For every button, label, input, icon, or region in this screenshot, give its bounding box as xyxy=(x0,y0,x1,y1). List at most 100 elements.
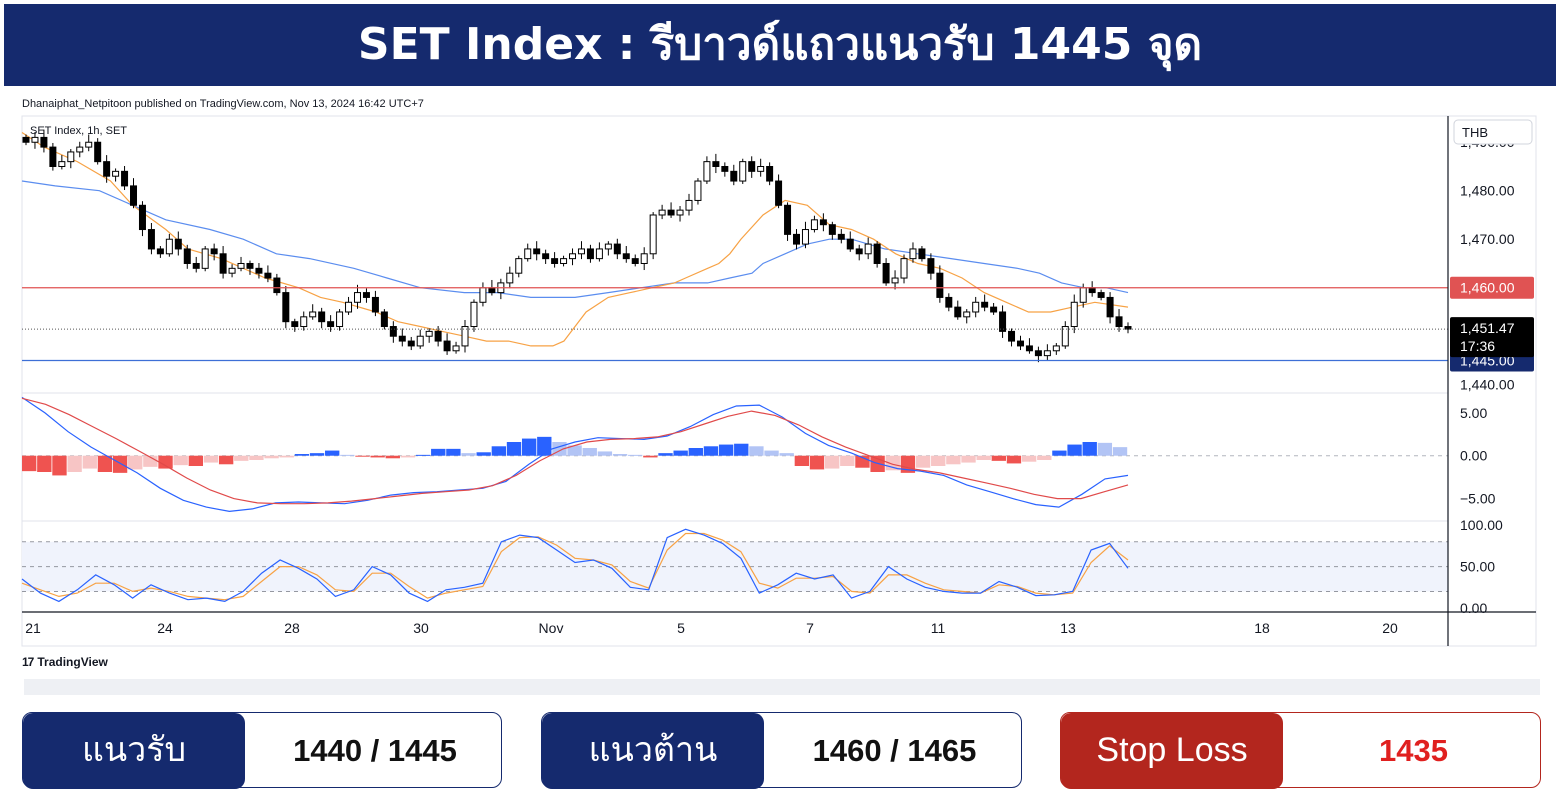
candle-body xyxy=(1034,350,1042,357)
chart-frame xyxy=(21,115,1537,647)
candle-body xyxy=(560,258,568,264)
stoch-tick-label: 0.00 xyxy=(1460,600,1487,616)
candle-body xyxy=(273,277,281,294)
candle-body xyxy=(622,253,630,260)
candle-body xyxy=(712,161,720,167)
candle-body xyxy=(300,316,308,328)
axes: 1,490.001,480.001,470.001,460.001,440.00… xyxy=(22,116,1536,646)
macd-histogram-bar xyxy=(961,455,976,463)
candle-body xyxy=(389,326,397,337)
stoch-tick-label: 50.00 xyxy=(1460,559,1495,575)
macd-histogram-bar xyxy=(385,455,400,459)
candle-body xyxy=(353,292,361,303)
time-tick-label: 11 xyxy=(931,620,946,636)
candle-body xyxy=(936,272,944,298)
macd-histogram-bar xyxy=(537,436,552,456)
candle-body xyxy=(1061,326,1069,347)
stoch-k-line xyxy=(21,528,1129,603)
candle-body xyxy=(945,296,953,308)
candle-body xyxy=(649,214,657,255)
macd-tick-label: 5.00 xyxy=(1460,405,1487,421)
macd-histogram-bar xyxy=(234,455,249,461)
candle-body xyxy=(631,258,639,264)
macd-histogram-bar xyxy=(764,450,779,456)
candle-body xyxy=(819,219,827,226)
candle-body xyxy=(309,311,317,318)
macd-histogram-bar xyxy=(264,455,279,459)
candle-body xyxy=(291,321,299,328)
candle-body xyxy=(658,209,666,216)
price-tick-label: 1,440.00 xyxy=(1460,377,1515,393)
candle-body xyxy=(407,340,415,347)
candle-body xyxy=(1097,292,1105,298)
time-tick-label: Nov xyxy=(539,620,564,636)
macd-histogram-bar xyxy=(506,442,522,456)
macd-histogram-bar xyxy=(658,453,673,456)
candle-body xyxy=(999,311,1007,332)
macd-histogram-bar xyxy=(976,455,991,460)
candle-body xyxy=(398,335,406,342)
title-banner: SET Index : รีบาวด์แถวแนวรับ 1445 จุด xyxy=(4,4,1556,86)
macd-histogram-bar xyxy=(1021,455,1037,462)
candle-body xyxy=(488,287,496,294)
candle-body xyxy=(156,248,164,255)
macd-histogram-bar xyxy=(582,448,597,456)
last-price-label: 1,451.47 xyxy=(1460,320,1515,336)
chart-canvas[interactable]: 1,490.001,480.001,470.001,460.001,440.00… xyxy=(0,0,1562,700)
time-tick-label: 28 xyxy=(284,620,300,636)
candle-body xyxy=(837,233,845,240)
stoploss-label: Stop Loss xyxy=(1061,713,1283,789)
macd-histogram-bar xyxy=(1006,455,1022,464)
candle-body xyxy=(595,248,603,260)
macd-histogram-bar xyxy=(946,455,961,465)
macd-histogram-bar xyxy=(415,454,431,456)
candle-body xyxy=(461,326,469,347)
candle-body xyxy=(22,136,30,143)
candle-body xyxy=(1079,287,1087,303)
candle-body xyxy=(730,170,738,182)
candle-body xyxy=(345,301,353,313)
macd-histogram-bar xyxy=(37,455,52,472)
candle-body xyxy=(246,262,254,269)
macd-histogram-bar xyxy=(128,455,143,470)
candle-body xyxy=(640,253,648,264)
macd-histogram-bar xyxy=(840,455,855,466)
candle-body xyxy=(210,248,218,255)
publisher-note: Dhanaiphat_Netpitoon published on Tradin… xyxy=(22,98,424,110)
support-value: 1440 / 1445 xyxy=(293,733,457,768)
candle-body xyxy=(846,238,854,250)
candle-body xyxy=(1043,350,1051,357)
candle-body xyxy=(1052,345,1060,352)
macd-histogram-bar xyxy=(249,455,264,460)
support-box: แนวรับ 1440 / 1445 xyxy=(22,712,502,789)
macd-histogram-bar xyxy=(309,453,325,456)
tradingview-logo[interactable]: 17 TradingView xyxy=(22,655,108,669)
candle-body xyxy=(40,136,48,148)
macd-histogram-bar xyxy=(718,444,734,456)
candle-body xyxy=(76,146,84,153)
resistance-badge xyxy=(1450,276,1534,299)
candle-body xyxy=(174,238,182,250)
macd-histogram-bar xyxy=(143,455,158,467)
macd-histogram-bar xyxy=(1067,444,1082,456)
candle-body xyxy=(864,243,872,255)
candle-body xyxy=(927,258,935,274)
macd-panel xyxy=(21,396,1448,513)
price-tick-label: 1,480.00 xyxy=(1460,183,1515,199)
macd-histogram-bar xyxy=(794,455,810,466)
candle-body xyxy=(569,253,577,260)
tradingview-label: TradingView xyxy=(37,655,108,669)
candle-body xyxy=(1070,301,1078,328)
price-tick-label: 1,470.00 xyxy=(1460,231,1515,247)
candle-body xyxy=(147,229,155,250)
bottom-strip xyxy=(24,679,1540,695)
macd-tick-label: −5.00 xyxy=(1460,491,1496,507)
currency-button[interactable] xyxy=(1453,119,1533,145)
candle-body xyxy=(586,248,594,260)
countdown-label: 17:36 xyxy=(1460,338,1495,354)
macd-histogram-bar xyxy=(173,455,188,466)
candle-body xyxy=(784,204,792,235)
macd-histogram-bar xyxy=(355,455,370,457)
macd-histogram-bar xyxy=(82,455,97,469)
macd-histogram-bar xyxy=(294,454,310,456)
